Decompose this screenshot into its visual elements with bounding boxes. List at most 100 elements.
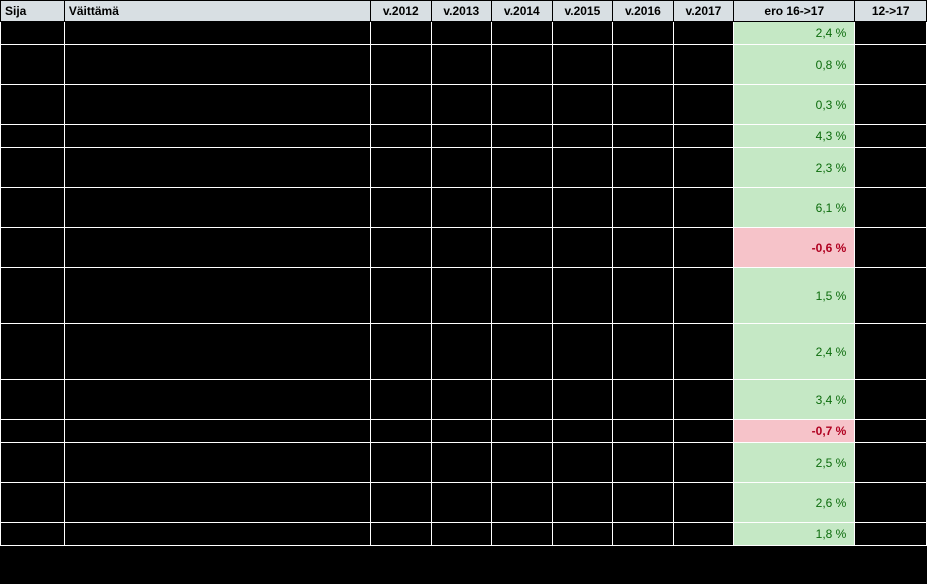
col-2012: v.2012	[370, 1, 431, 22]
empty-cell	[855, 268, 927, 324]
empty-cell	[552, 443, 613, 483]
empty-cell	[431, 148, 492, 188]
empty-cell	[673, 443, 734, 483]
empty-cell	[492, 22, 553, 45]
empty-cell	[855, 45, 927, 85]
empty-cell	[370, 420, 431, 443]
empty-cell	[855, 228, 927, 268]
empty-cell	[613, 420, 674, 443]
empty-cell	[855, 420, 927, 443]
empty-cell	[613, 268, 674, 324]
empty-cell	[552, 85, 613, 125]
empty-cell	[431, 380, 492, 420]
col-2013: v.2013	[431, 1, 492, 22]
empty-cell	[370, 45, 431, 85]
col-2017: v.2017	[673, 1, 734, 22]
ero-cell: -0,7 %	[734, 420, 855, 443]
table-row: 2,4 %	[1, 22, 927, 45]
empty-cell	[673, 420, 734, 443]
empty-cell	[1, 380, 65, 420]
empty-cell	[431, 324, 492, 380]
empty-cell	[64, 228, 370, 268]
empty-cell	[855, 483, 927, 523]
ero-cell: 2,4 %	[734, 324, 855, 380]
empty-cell	[552, 380, 613, 420]
empty-cell	[613, 380, 674, 420]
empty-cell	[613, 45, 674, 85]
data-table: Sija Väittämä v.2012 v.2013 v.2014 v.201…	[0, 0, 927, 546]
empty-cell	[673, 523, 734, 546]
empty-cell	[855, 523, 927, 546]
empty-cell	[64, 85, 370, 125]
header-row: Sija Väittämä v.2012 v.2013 v.2014 v.201…	[1, 1, 927, 22]
empty-cell	[613, 148, 674, 188]
empty-cell	[673, 324, 734, 380]
table-body: 2,4 %0,8 %0,3 %4,3 %2,3 %6,1 %-0,6 %1,5 …	[1, 22, 927, 546]
empty-cell	[613, 188, 674, 228]
empty-cell	[431, 523, 492, 546]
empty-cell	[673, 188, 734, 228]
empty-cell	[431, 443, 492, 483]
col-2015: v.2015	[552, 1, 613, 22]
empty-cell	[552, 148, 613, 188]
empty-cell	[370, 148, 431, 188]
empty-cell	[64, 148, 370, 188]
empty-cell	[552, 125, 613, 148]
empty-cell	[64, 420, 370, 443]
empty-cell	[431, 420, 492, 443]
empty-cell	[613, 443, 674, 483]
ero-cell: 1,5 %	[734, 268, 855, 324]
empty-cell	[673, 85, 734, 125]
table-row: 2,5 %	[1, 443, 927, 483]
empty-cell	[1, 22, 65, 45]
empty-cell	[552, 45, 613, 85]
empty-cell	[492, 268, 553, 324]
ero-cell: 4,3 %	[734, 125, 855, 148]
ero-cell: 2,6 %	[734, 483, 855, 523]
empty-cell	[552, 22, 613, 45]
empty-cell	[64, 443, 370, 483]
empty-cell	[613, 324, 674, 380]
col-1217: 12->17	[855, 1, 927, 22]
empty-cell	[673, 380, 734, 420]
col-ero: ero 16->17	[734, 1, 855, 22]
empty-cell	[492, 420, 553, 443]
empty-cell	[492, 228, 553, 268]
table-row: 2,4 %	[1, 324, 927, 380]
empty-cell	[1, 45, 65, 85]
ero-cell: 6,1 %	[734, 188, 855, 228]
empty-cell	[673, 125, 734, 148]
empty-cell	[1, 420, 65, 443]
empty-cell	[1, 523, 65, 546]
table-row: 0,3 %	[1, 85, 927, 125]
empty-cell	[64, 483, 370, 523]
empty-cell	[492, 523, 553, 546]
empty-cell	[855, 324, 927, 380]
empty-cell	[370, 22, 431, 45]
empty-cell	[1, 268, 65, 324]
empty-cell	[492, 380, 553, 420]
empty-cell	[552, 268, 613, 324]
ero-cell: 0,3 %	[734, 85, 855, 125]
empty-cell	[64, 324, 370, 380]
table-row: -0,7 %	[1, 420, 927, 443]
col-2014: v.2014	[492, 1, 553, 22]
empty-cell	[1, 228, 65, 268]
empty-cell	[370, 228, 431, 268]
ero-cell: 0,8 %	[734, 45, 855, 85]
empty-cell	[1, 324, 65, 380]
empty-cell	[855, 188, 927, 228]
empty-cell	[1, 443, 65, 483]
empty-cell	[492, 45, 553, 85]
empty-cell	[431, 22, 492, 45]
empty-cell	[431, 228, 492, 268]
empty-cell	[613, 125, 674, 148]
table-row: 0,8 %	[1, 45, 927, 85]
table-row: 2,3 %	[1, 148, 927, 188]
empty-cell	[1, 148, 65, 188]
empty-cell	[492, 85, 553, 125]
empty-cell	[1, 125, 65, 148]
empty-cell	[431, 188, 492, 228]
empty-cell	[613, 523, 674, 546]
empty-cell	[64, 45, 370, 85]
